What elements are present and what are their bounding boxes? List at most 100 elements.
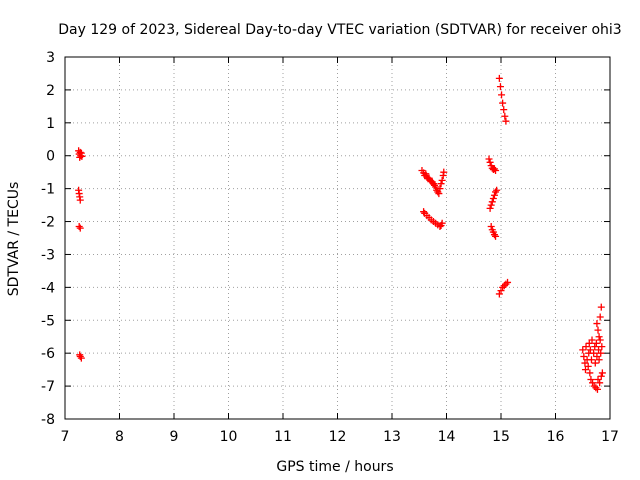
data-point [490,191,498,199]
data-point [588,336,596,344]
data-point [502,117,510,125]
y-axis-label: SDTVAR / TECUs [6,182,22,297]
x-tick-label: 16 [547,429,565,445]
data-point [487,201,495,209]
y-tick-label: -7 [41,379,55,395]
data-point [580,352,588,360]
x-tick-label: 8 [115,429,124,445]
y-tick-label: -5 [41,313,55,329]
data-point [496,83,504,91]
data-point [590,382,598,390]
data-point [77,354,85,362]
data-point [499,283,507,291]
data-point [486,204,494,212]
x-tick-label: 10 [220,429,238,445]
data-point [594,376,602,384]
data-point [596,336,604,344]
data-point [504,278,512,286]
data-point [597,372,605,380]
data-point [590,349,598,357]
data-point [579,346,587,354]
data-point [593,385,601,393]
data-point [492,232,500,240]
data-points [75,74,606,393]
data-point [502,280,510,288]
data-point [582,343,590,351]
data-point [485,155,493,163]
data-point [76,352,84,360]
plot-frame [64,56,611,420]
data-point [490,165,498,173]
data-point [586,346,594,354]
y-tick-label: 0 [46,149,55,165]
data-point [500,106,508,114]
y-tick-label: -8 [41,412,55,428]
chart-title: Day 129 of 2023, Sidereal Day-to-day VTE… [58,22,621,38]
data-point [420,208,428,216]
data-point [592,384,600,392]
data-point [597,303,605,311]
data-point [438,219,446,227]
data-point [500,282,508,290]
data-point [584,362,592,370]
data-point [594,326,602,334]
y-tick-label: 3 [46,50,55,66]
data-point [76,224,84,232]
data-point [422,170,430,178]
y-tick-label: -4 [41,280,55,296]
data-point [587,356,595,364]
grid-layer [64,56,611,420]
data-point [492,167,500,175]
data-point [587,376,595,384]
data-point [76,196,84,204]
data-point [431,181,439,189]
y-tick-label: 1 [46,116,55,132]
data-point [435,190,443,198]
x-tick-label: 12 [329,429,347,445]
y-tick-label: -1 [41,182,55,198]
data-point [597,349,605,357]
data-point [595,356,603,364]
data-point [495,74,503,82]
data-point [486,158,494,166]
data-point [589,379,597,387]
x-tick-label: 17 [601,429,619,445]
x-tick-label: 13 [383,429,401,445]
data-point [78,152,86,160]
data-point [489,195,497,203]
data-point [488,198,496,206]
data-point [499,99,507,107]
data-point [498,91,506,99]
data-point [497,287,505,295]
data-point [598,369,606,377]
data-point [501,112,509,120]
data-point [596,379,604,387]
data-point [596,313,604,321]
y-tick-label: -3 [41,247,55,263]
x-tick-label: 15 [492,429,510,445]
data-point [437,180,445,188]
data-point [595,333,603,341]
data-point [598,343,606,351]
data-point [586,369,594,377]
y-tick-label: 2 [46,83,55,99]
data-point [591,343,599,351]
data-point [592,339,600,347]
y-tick-label: -6 [41,346,55,362]
data-point [436,185,444,193]
x-tick-label: 7 [61,429,70,445]
data-point [495,290,503,298]
x-tick-label: 9 [170,429,179,445]
x-axis-label: GPS time / hours [276,459,393,475]
data-point [75,222,83,230]
x-tick-label: 14 [438,429,456,445]
y-tick-label: -2 [41,215,55,231]
data-point [438,176,446,184]
data-point [591,359,599,367]
data-point [432,183,440,191]
data-point [593,320,601,328]
data-point [487,222,495,230]
x-tick-label: 11 [274,429,292,445]
